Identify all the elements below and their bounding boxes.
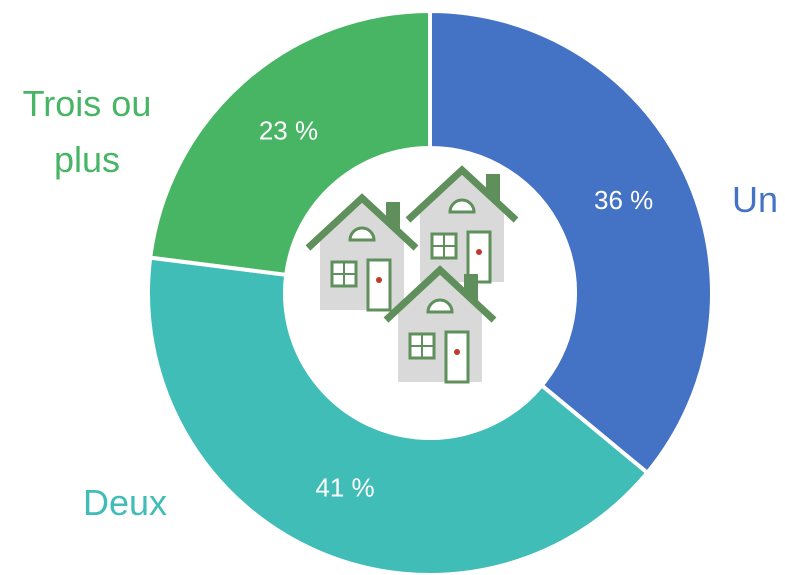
houses-icon bbox=[308, 170, 516, 382]
donut-slice bbox=[147, 8, 432, 278]
category-label: Un bbox=[731, 179, 779, 220]
donut-slice bbox=[428, 8, 714, 476]
value-label: 36 % bbox=[594, 185, 653, 215]
category-label: Deux bbox=[82, 482, 168, 523]
donut-slice bbox=[146, 255, 651, 575]
value-label: 23 % bbox=[259, 115, 318, 145]
value-label: 41 % bbox=[315, 472, 374, 502]
category-label: Trois ou plus bbox=[22, 83, 152, 180]
